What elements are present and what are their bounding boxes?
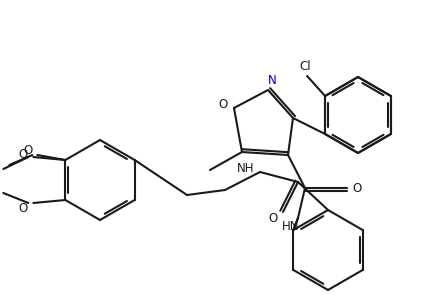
Text: HN: HN [282,220,300,233]
Text: O: O [268,212,278,224]
Text: NH: NH [237,161,255,175]
Text: O: O [218,98,228,110]
Text: N: N [267,74,276,88]
Text: O: O [24,145,33,158]
Text: O: O [352,182,362,194]
Text: Cl: Cl [299,61,311,74]
Text: O: O [19,148,28,160]
Text: O: O [19,202,28,214]
